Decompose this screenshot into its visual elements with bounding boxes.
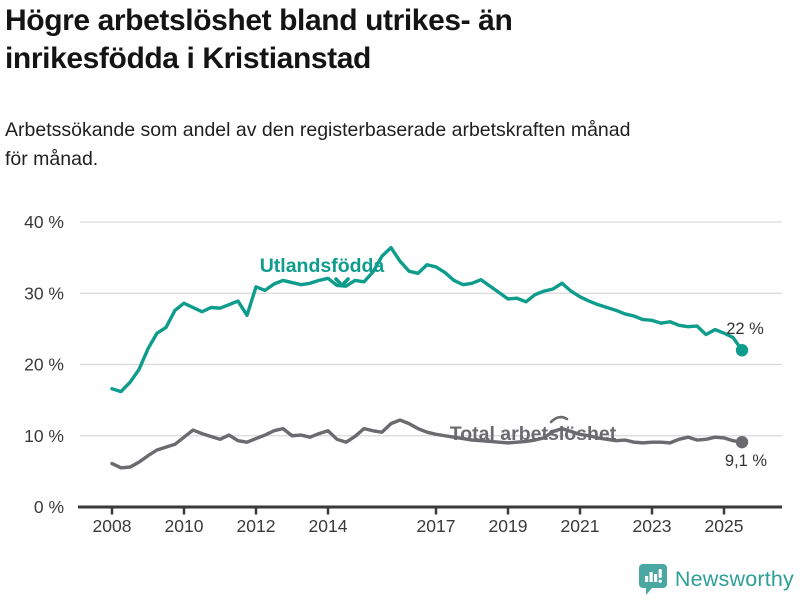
speech-bubble-shape [638,564,667,595]
plot-layer: 0 % 10 % 20 % 30 % 40 % 2008 2010 2012 2014 2017 2… [24,212,782,536]
curved-pointer-icon [549,415,569,424]
newsworthy-logo-icon [638,564,667,595]
title-line-2: inrikesfödda i Kristianstad [5,42,371,75]
y-tick-label: 30 % [24,283,64,303]
newsworthy-brand: Newsworthy [638,563,794,596]
y-tick-label: 0 % [34,497,64,517]
bar-icon [644,576,649,582]
x-tick-label: 2019 [489,516,528,536]
exclamation-dot-icon [658,579,662,583]
chart-subtitle: Arbetssökande som andel av den registerb… [5,116,785,174]
x-tick-label: 2014 [309,516,348,536]
series-end-dot-1 [735,435,749,449]
end-value-label-utlandsfodda: 22 % [726,320,764,338]
x-tick-label: 2017 [417,516,456,536]
y-tick-label: 10 % [24,426,64,446]
end-value-label-total: 9,1 % [725,452,768,470]
title-line-1: Högre arbetslöshet bland utrikes- än [5,4,513,37]
y-tick-label: 40 % [24,212,64,232]
x-tick-label: 2023 [633,516,672,536]
x-tick-label: 2010 [165,516,204,536]
series-end-dot-0 [735,344,749,357]
page-title: Högre arbetslöshet bland utrikes- än inr… [5,2,745,78]
series-line-0 [110,245,744,394]
x-tick-label: 2025 [705,516,744,536]
series-label-utlandsfodda: Utlandsfödda [260,255,385,277]
series-label-total: Total arbetslöshet [450,423,617,445]
y-tick-label: 20 % [24,355,64,375]
brand-name: Newsworthy [674,567,794,591]
subtitle-line-2: för månad. [5,148,99,170]
chevron-down-icon [334,277,350,288]
bar-icon [649,572,653,582]
bar-icon [653,574,658,582]
series-line-1 [110,418,744,470]
exclamation-icon [658,569,662,578]
x-tick-label: 2021 [561,516,600,536]
subtitle-line-1: Arbetssökande som andel av den registerb… [5,119,631,141]
x-tick-label: 2008 [93,516,132,536]
x-tick-label: 2012 [237,516,276,536]
